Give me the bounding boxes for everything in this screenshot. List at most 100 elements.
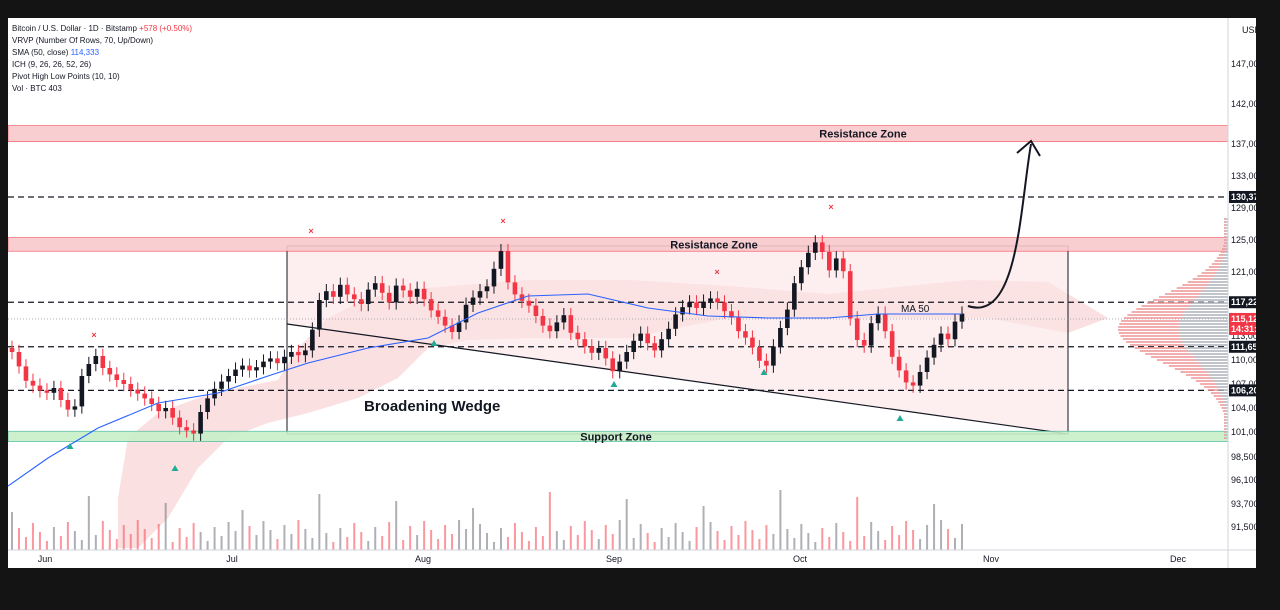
volume-profile-bar-down (1224, 251, 1228, 253)
volume-profile-bar-up (1141, 305, 1190, 307)
candle-body (365, 289, 371, 304)
wedge-lower-trendline (286, 323, 1069, 435)
legend-ichimoku[interactable]: ICH (9, 26, 26, 52, 26) (12, 60, 92, 69)
volume-bar (961, 524, 963, 550)
volume-bar (779, 490, 782, 550)
candle-body (561, 315, 567, 323)
chart-canvas[interactable]: Resistance Zone Resistance Zone Support Zo… (8, 18, 1256, 568)
candle-body (603, 348, 609, 359)
volume-bar (472, 508, 475, 550)
candle-body (764, 360, 769, 366)
price-tick-label: 113,000 (1231, 331, 1256, 341)
volume-profile-bar-up (1211, 263, 1221, 265)
candle-body (840, 258, 846, 272)
pivot-low-marker-4 (760, 369, 768, 375)
candle-body (896, 356, 902, 371)
price-tick-label: 107,000 (1231, 379, 1256, 389)
volume-profile-bar-up (1170, 290, 1203, 292)
volume-bar (269, 530, 272, 550)
volume-bar (283, 525, 286, 550)
candle-body (317, 300, 322, 330)
candle-body (582, 339, 588, 347)
volume-profile-bar-up (1216, 257, 1223, 259)
volume-profile-bar-up (1118, 332, 1179, 334)
legend-sma-row[interactable]: SMA (50, close) 114,333 (12, 47, 192, 59)
legend-symbol-row[interactable]: Bitcoin / U.S. Dollar · 1D · Bitstamp +5… (12, 23, 192, 35)
volume-bar (765, 525, 768, 550)
volume-bar (646, 533, 649, 550)
volume-bar (164, 503, 167, 550)
volume-profile-bar-down (1207, 284, 1228, 286)
ichimoku-cloud (118, 280, 1108, 548)
volume-bar (527, 541, 530, 550)
volume-bar (800, 524, 803, 550)
candle-body (37, 385, 43, 391)
volume-profile-bar-down (1178, 326, 1228, 328)
volume-bar (583, 521, 586, 550)
volume-bar (311, 538, 314, 550)
volume-profile-bar-down (1226, 218, 1228, 220)
candle-body (219, 381, 224, 389)
volume-bar (248, 526, 251, 550)
volume-profile-bar-up (1185, 374, 1210, 376)
volume-profile-bar-down (1190, 353, 1228, 355)
candle-body (785, 309, 790, 328)
volume-profile-bar-down (1226, 239, 1228, 241)
volume-profile-bar-up (1127, 314, 1183, 316)
volume-profile-bar-up (1224, 431, 1227, 433)
candle-body (421, 288, 427, 300)
volume-bar (458, 520, 461, 550)
volume-profile-bar-up (1213, 395, 1222, 397)
legend-volume-row[interactable]: Vol · BTC 403 (12, 83, 192, 95)
candle-body (861, 340, 867, 346)
candle-body (959, 313, 965, 322)
broadening-wedge-label: Broadening Wedge (364, 398, 500, 415)
candle-body (624, 352, 630, 362)
volume-bar (737, 535, 740, 550)
volume-bar (325, 533, 328, 550)
candle-body (58, 388, 64, 400)
volume-bar (940, 520, 943, 550)
volume-profile-bar-down (1182, 341, 1228, 343)
volume-bar (555, 531, 558, 550)
price-tick-label: 96,100 (1231, 475, 1256, 485)
candle-body (659, 339, 664, 351)
volume-profile-bar-up (1221, 407, 1226, 409)
legend-vrvp[interactable]: VRVP (Number Of Rows, 70, Up/Down) (12, 36, 154, 45)
pivot-high-marker-4: × (828, 202, 833, 212)
volume-bar (11, 512, 13, 550)
candle-body (833, 258, 839, 271)
volume-bar (479, 524, 482, 550)
volume-bar (437, 539, 440, 550)
volume-bar (416, 535, 419, 550)
volume-profile-bar-down (1226, 425, 1228, 427)
candle-body (945, 333, 951, 340)
volume-bar (59, 536, 62, 550)
candle-body (470, 297, 476, 305)
volume-profile-bar-down (1220, 263, 1228, 265)
candle-body (526, 300, 532, 306)
resistance-zone-mid (8, 237, 1229, 252)
volume-bar (912, 530, 915, 550)
volume-profile-bar-up (1224, 233, 1227, 235)
volume-profile-bar-up (1191, 377, 1212, 379)
candle-body (771, 346, 776, 366)
volume-profile-bar-down (1217, 269, 1228, 271)
volume-profile-bar-up (1224, 428, 1227, 430)
volume-group (11, 490, 963, 550)
volume-bar (108, 530, 111, 550)
volume-profile-bar-up (1218, 254, 1224, 256)
candle-body (428, 299, 434, 311)
candle-body (449, 325, 455, 332)
candle-body (505, 251, 511, 283)
candle-body (233, 369, 238, 376)
volume-profile-bar-up (1218, 401, 1224, 403)
volume-profile-bar-up (1224, 236, 1227, 238)
candle-body (729, 311, 734, 318)
volume-bar (499, 528, 502, 550)
legend-pivot[interactable]: Pivot High Low Points (10, 10) (12, 72, 120, 81)
candle-body (498, 251, 504, 269)
candle-body (708, 298, 713, 302)
candle-body (631, 340, 636, 352)
volume-bar (220, 536, 223, 550)
